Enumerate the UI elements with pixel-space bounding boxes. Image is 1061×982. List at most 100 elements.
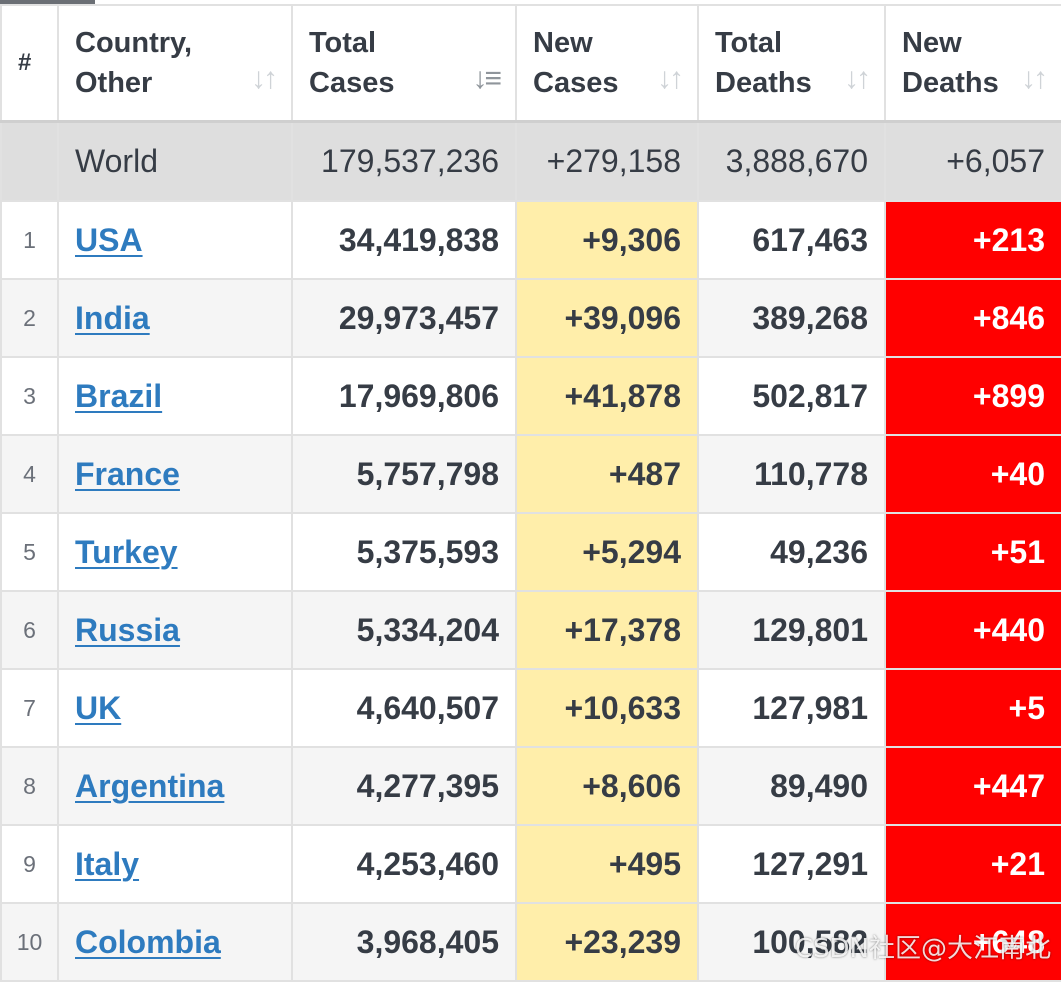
new-cases-cell: +41,878: [515, 356, 699, 436]
new-cases-cell: +39,096: [515, 278, 699, 358]
header-total-deaths-line1: Total: [715, 26, 783, 59]
new-deaths-cell: +648: [884, 902, 1061, 982]
world-label: World: [57, 120, 293, 202]
header-total-deaths[interactable]: Total Deaths ↓↑: [697, 4, 886, 123]
new-cases-cell: +5,294: [515, 512, 699, 592]
total-cases-cell: 29,973,457: [291, 278, 517, 358]
sort-icon[interactable]: ↓↑: [1021, 62, 1048, 95]
sort-icon[interactable]: ↓↑: [251, 62, 278, 95]
rank-cell: 7: [0, 668, 59, 748]
new-cases-cell: +10,633: [515, 668, 699, 748]
new-cases-cell: +495: [515, 824, 699, 904]
new-deaths-cell: +21: [884, 824, 1061, 904]
total-deaths-cell: 89,490: [697, 746, 886, 826]
rank-cell: 8: [0, 746, 59, 826]
total-cases-cell: 4,640,507: [291, 668, 517, 748]
header-new-deaths-line2: Deaths: [902, 66, 999, 99]
world-rank: [0, 120, 59, 202]
table-row: 6 Russia 5,334,204 +17,378 129,801 +440: [0, 590, 1061, 670]
total-deaths-cell: 617,463: [697, 200, 886, 280]
country-link[interactable]: Colombia: [75, 923, 221, 960]
country-cell: Italy: [57, 824, 293, 904]
total-cases-cell: 5,375,593: [291, 512, 517, 592]
country-link[interactable]: India: [75, 299, 150, 336]
new-deaths-cell: +51: [884, 512, 1061, 592]
country-cell: USA: [57, 200, 293, 280]
new-cases-cell: +9,306: [515, 200, 699, 280]
rank-cell: 9: [0, 824, 59, 904]
table-row: 9 Italy 4,253,460 +495 127,291 +21: [0, 824, 1061, 904]
country-link[interactable]: Italy: [75, 845, 140, 882]
country-link[interactable]: Argentina: [75, 767, 225, 804]
table-row: 7 UK 4,640,507 +10,633 127,981 +5: [0, 668, 1061, 748]
rank-cell: 1: [0, 200, 59, 280]
header-total-deaths-line2: Deaths: [715, 66, 812, 99]
new-deaths-cell: +846: [884, 278, 1061, 358]
total-cases-cell: 4,277,395: [291, 746, 517, 826]
rank-cell: 3: [0, 356, 59, 436]
rank-cell: 6: [0, 590, 59, 670]
header-country-line1: Country,: [75, 26, 193, 59]
country-cell: Russia: [57, 590, 293, 670]
total-cases-cell: 34,419,838: [291, 200, 517, 280]
country-link[interactable]: France: [75, 455, 180, 492]
header-new-cases[interactable]: New Cases ↓↑: [515, 4, 699, 123]
total-deaths-cell: 127,291: [697, 824, 886, 904]
header-rank[interactable]: #: [0, 4, 59, 123]
new-cases-cell: +17,378: [515, 590, 699, 670]
country-cell: France: [57, 434, 293, 514]
sort-icon[interactable]: ↓↑: [657, 62, 684, 95]
world-new-deaths: +6,057: [884, 120, 1061, 202]
country-cell: Argentina: [57, 746, 293, 826]
total-cases-cell: 5,334,204: [291, 590, 517, 670]
total-deaths-cell: 127,981: [697, 668, 886, 748]
new-deaths-cell: +899: [884, 356, 1061, 436]
table-row: 2 India 29,973,457 +39,096 389,268 +846: [0, 278, 1061, 358]
header-country[interactable]: Country, Other ↓↑: [57, 4, 293, 123]
country-link[interactable]: Russia: [75, 611, 180, 648]
new-deaths-cell: +440: [884, 590, 1061, 670]
new-cases-cell: +8,606: [515, 746, 699, 826]
table-row: 8 Argentina 4,277,395 +8,606 89,490 +447: [0, 746, 1061, 826]
total-deaths-cell: 129,801: [697, 590, 886, 670]
new-cases-cell: +487: [515, 434, 699, 514]
total-deaths-cell: 49,236: [697, 512, 886, 592]
total-deaths-cell: 389,268: [697, 278, 886, 358]
table-row: 3 Brazil 17,969,806 +41,878 502,817 +899: [0, 356, 1061, 436]
rank-cell: 2: [0, 278, 59, 358]
new-deaths-cell: +5: [884, 668, 1061, 748]
header-total-cases-line1: Total: [309, 26, 377, 59]
top-tab-indicator: [0, 0, 95, 5]
new-deaths-cell: +213: [884, 200, 1061, 280]
total-deaths-cell: 110,778: [697, 434, 886, 514]
header-total-cases[interactable]: Total Cases ↓≡: [291, 4, 517, 123]
new-deaths-cell: +447: [884, 746, 1061, 826]
table-row: 10 Colombia 3,968,405 +23,239 100,582 +648: [0, 902, 1061, 982]
country-cell: UK: [57, 668, 293, 748]
sort-icon[interactable]: ↓↑: [844, 62, 871, 95]
total-deaths-cell: 502,817: [697, 356, 886, 436]
country-link[interactable]: Brazil: [75, 377, 163, 414]
total-cases-cell: 5,757,798: [291, 434, 517, 514]
rank-cell: 4: [0, 434, 59, 514]
header-country-line2: Other: [75, 66, 153, 99]
header-new-deaths-line1: New: [902, 26, 962, 59]
world-total-row: World 179,537,236 +279,158 3,888,670 +6,…: [0, 120, 1061, 202]
country-link[interactable]: Turkey: [75, 533, 178, 570]
new-deaths-cell: +40: [884, 434, 1061, 514]
table-row: 4 France 5,757,798 +487 110,778 +40: [0, 434, 1061, 514]
table-row: 5 Turkey 5,375,593 +5,294 49,236 +51: [0, 512, 1061, 592]
rank-cell: 10: [0, 902, 59, 982]
country-cell: Brazil: [57, 356, 293, 436]
sort-descending-icon[interactable]: ↓≡: [472, 62, 501, 95]
world-total-cases: 179,537,236: [291, 120, 517, 202]
header-new-cases-line1: New: [533, 26, 593, 59]
total-cases-cell: 4,253,460: [291, 824, 517, 904]
header-rank-label: #: [18, 48, 32, 76]
header-new-deaths[interactable]: New Deaths ↓↑: [884, 4, 1061, 123]
country-link[interactable]: USA: [75, 221, 143, 258]
total-cases-cell: 17,969,806: [291, 356, 517, 436]
world-total-deaths: 3,888,670: [697, 120, 886, 202]
country-cell: Colombia: [57, 902, 293, 982]
country-link[interactable]: UK: [75, 689, 122, 726]
